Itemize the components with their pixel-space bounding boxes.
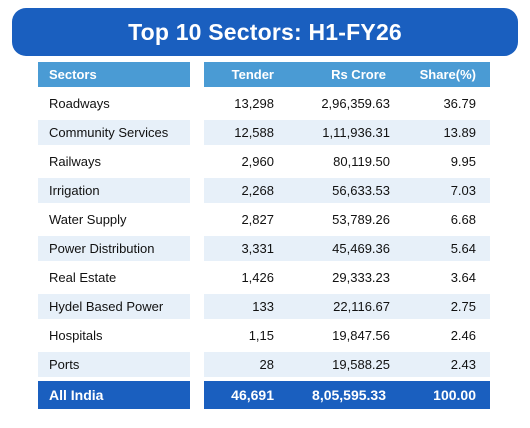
table-row: Roadways 13,298 2,96,359.63 36.79 [38, 91, 490, 116]
sector-cell: Power Distribution [38, 236, 190, 261]
sector-cell: Hospitals [38, 323, 190, 348]
table-row: Power Distribution 3,331 45,469.36 5.64 [38, 236, 490, 261]
header-rs-crore: Rs Crore [280, 62, 396, 87]
share-cell: 36.79 [396, 91, 490, 116]
table-total-row: All India 46,691 8,05,595.33 100.00 [38, 381, 490, 409]
share-cell: 13.89 [396, 120, 490, 145]
sector-cell: Water Supply [38, 207, 190, 232]
share-cell: 2.75 [396, 294, 490, 319]
crore-cell: 19,588.25 [280, 352, 396, 377]
table-row: Hospitals 1,15 19,847.56 2.46 [38, 323, 490, 348]
tender-cell: 28 [204, 352, 280, 377]
share-cell: 7.03 [396, 178, 490, 203]
total-label: All India [38, 381, 190, 409]
share-cell: 2.43 [396, 352, 490, 377]
share-cell: 6.68 [396, 207, 490, 232]
crore-cell: 45,469.36 [280, 236, 396, 261]
table-row: Community Services 12,588 1,11,936.31 13… [38, 120, 490, 145]
crore-cell: 29,333.23 [280, 265, 396, 290]
table-row: Irrigation 2,268 56,633.53 7.03 [38, 178, 490, 203]
crore-cell: 1,11,936.31 [280, 120, 396, 145]
tender-cell: 2,960 [204, 149, 280, 174]
crore-cell: 2,96,359.63 [280, 91, 396, 116]
sector-cell: Hydel Based Power [38, 294, 190, 319]
table-row: Water Supply 2,827 53,789.26 6.68 [38, 207, 490, 232]
sector-cell: Community Services [38, 120, 190, 145]
table-row: Real Estate 1,426 29,333.23 3.64 [38, 265, 490, 290]
crore-cell: 19,847.56 [280, 323, 396, 348]
page-title: Top 10 Sectors: H1-FY26 [128, 18, 402, 45]
title-banner: Top 10 Sectors: H1-FY26 [12, 8, 518, 56]
table-row: Hydel Based Power 133 22,116.67 2.75 [38, 294, 490, 319]
sector-cell: Roadways [38, 91, 190, 116]
share-cell: 2.46 [396, 323, 490, 348]
tender-cell: 1,15 [204, 323, 280, 348]
crore-cell: 56,633.53 [280, 178, 396, 203]
table-row: Railways 2,960 80,119.50 9.95 [38, 149, 490, 174]
sector-cell: Real Estate [38, 265, 190, 290]
sector-cell: Railways [38, 149, 190, 174]
header-share: Share(%) [396, 62, 490, 87]
header-tender: Tender [204, 62, 280, 87]
crore-cell: 53,789.26 [280, 207, 396, 232]
share-cell: 9.95 [396, 149, 490, 174]
total-crore: 8,05,595.33 [280, 381, 396, 409]
total-share: 100.00 [396, 381, 490, 409]
tender-cell: 2,268 [204, 178, 280, 203]
tender-cell: 133 [204, 294, 280, 319]
total-tender: 46,691 [204, 381, 280, 409]
tender-cell: 12,588 [204, 120, 280, 145]
tender-cell: 1,426 [204, 265, 280, 290]
table-header-row: Sectors Tender Rs Crore Share(%) [38, 62, 490, 87]
sectors-table: Sectors Tender Rs Crore Share(%) Roadway… [38, 62, 490, 409]
tender-cell: 2,827 [204, 207, 280, 232]
tender-cell: 13,298 [204, 91, 280, 116]
header-sectors: Sectors [38, 62, 190, 87]
sector-cell: Ports [38, 352, 190, 377]
crore-cell: 22,116.67 [280, 294, 396, 319]
crore-cell: 80,119.50 [280, 149, 396, 174]
tender-cell: 3,331 [204, 236, 280, 261]
share-cell: 3.64 [396, 265, 490, 290]
share-cell: 5.64 [396, 236, 490, 261]
sector-cell: Irrigation [38, 178, 190, 203]
table-row: Ports 28 19,588.25 2.43 [38, 352, 490, 377]
